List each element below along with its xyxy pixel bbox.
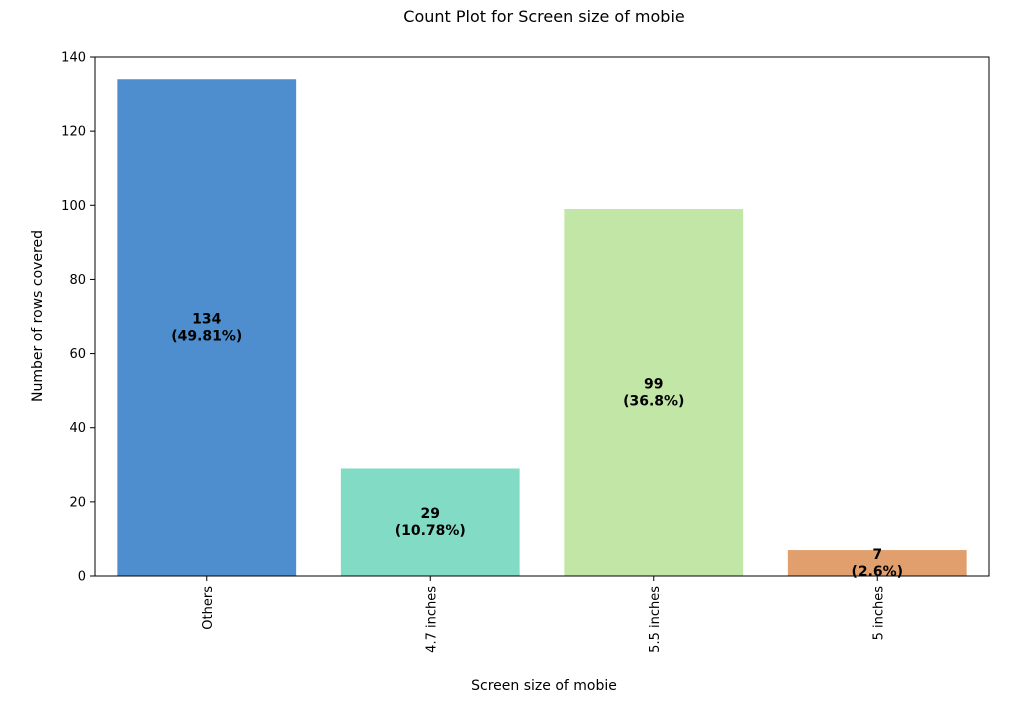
bar [564,208,744,576]
y-tick-label: 20 [69,495,86,510]
x-tick-label: Others [201,586,216,630]
y-tick-label: 120 [61,125,86,140]
y-tick-label: 60 [69,347,86,362]
y-axis-label: Number of rows covered [30,230,46,402]
y-tick-label: 40 [69,421,86,436]
bar-percent-label: (49.81%) [171,329,242,345]
bar [787,550,967,576]
x-tick-label: 4.7 inches [424,586,439,653]
bar-value-label: 99 [644,376,663,392]
bar [340,468,520,576]
chart-title: Count Plot for Screen size of mobie [403,7,684,26]
bar-value-label: 29 [421,506,440,522]
x-tick-label: 5 inches [871,586,886,641]
plot-frame [94,56,990,577]
bar-value-label: 134 [192,312,221,328]
y-tick-label: 0 [78,570,86,585]
y-tick-label: 100 [61,199,86,214]
y-tick-label: 80 [69,273,86,288]
bar-value-label: 7 [872,547,882,563]
bar-percent-label: (36.8%) [623,393,684,409]
plot-area: 0 20 40 60 80 100 120 140 Others 134(49.81%) 4.7 i… [61,51,967,653]
x-axis-label: Screen size of mobie [471,678,617,694]
bar-percent-label: (10.78%) [395,523,466,539]
bar-percent-label: (2.6%) [851,564,903,580]
bar [117,79,297,576]
y-tick-label: 140 [61,51,86,66]
x-tick-label: 5.5 inches [648,586,663,653]
